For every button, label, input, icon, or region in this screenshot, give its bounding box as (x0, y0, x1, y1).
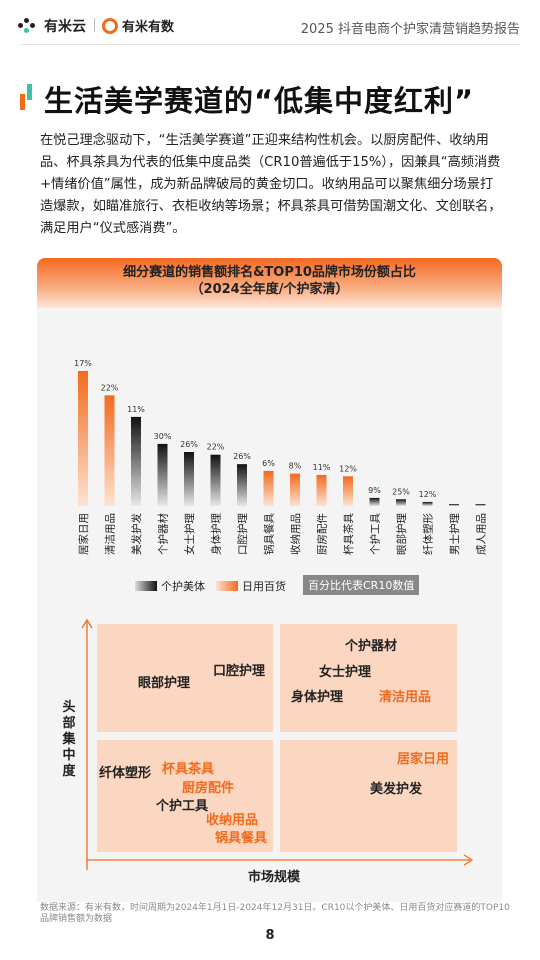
page-number: 8 (265, 928, 275, 943)
bar-chart: 17% 居家日用 22% 清洁用品 11% 美发护发 30% 个护器材 26% 女士护理 22% 身体… (74, 359, 488, 555)
cr10-label: 22% (101, 383, 119, 392)
page-header: 有米云 有米有数 2025 抖音电商个护家清营销趋势报告 (0, 0, 540, 50)
category-label: 锅具餐具 (263, 513, 276, 555)
category-label: 杯具茶具 (342, 513, 355, 555)
category-label: 男士护理 (448, 513, 461, 555)
title-accent-teal (27, 84, 32, 100)
cr10-label: 17% (74, 359, 92, 368)
category-label: 清洁用品 (104, 513, 117, 555)
cr10-label: 9% (368, 486, 381, 495)
intro-paragraph: 在悦己理念驱动下，“生活美学赛道”正迎来结构性机会。以厨房配件、收纳用品、杯具茶… (40, 133, 502, 236)
quad-item: 厨房配件 (182, 781, 235, 796)
bar-16 (475, 504, 486, 506)
category-label: 成人用品 (476, 513, 488, 555)
category-label: 纤体塑形 (422, 513, 435, 555)
legend-personal-care: 个护美体 (135, 578, 205, 594)
legend-label: 日用百货 (242, 580, 286, 593)
legend-daily-goods: 日用百货 (216, 578, 286, 594)
quad-item: 女士护理 (319, 665, 372, 680)
y-axis-label: 头部集中度 (62, 700, 76, 779)
logo2-text: 有米有数 (122, 20, 175, 35)
category-label: 收纳用品 (289, 513, 302, 555)
cr10-label: 26% (180, 440, 198, 449)
bar-4 (157, 443, 168, 506)
bar-7 (237, 464, 247, 506)
quad-item: 清洁用品 (379, 690, 432, 705)
quad-item: 个护工具 (156, 799, 209, 814)
cr10-label: 11% (313, 463, 331, 472)
source-note: 数据来源：有米有数，时间周期为2024年1月1日-2024年12月31日。CR1… (40, 903, 510, 924)
bar-11 (343, 476, 353, 506)
quad-item: 居家日用 (397, 752, 450, 767)
category-label: 美发护发 (130, 513, 143, 555)
bar-15 (449, 504, 459, 506)
bar-8 (263, 470, 274, 506)
youmi-cloud-logo: 有米云 (18, 16, 86, 36)
category-label: 身体护理 (210, 513, 223, 555)
bar-9 (290, 473, 300, 506)
quadrant-axes (81, 618, 474, 870)
report-title: 2025 抖音电商个护家清营销趋势报告 (300, 22, 520, 37)
category-label: 厨房配件 (316, 513, 329, 555)
bar-5 (184, 452, 194, 506)
quad-item: 纤体塑形 (99, 766, 152, 781)
quad-item: 美发护发 (370, 782, 423, 797)
quad-item: 收纳用品 (206, 813, 259, 828)
category-label: 口腔护理 (236, 513, 249, 555)
category-label: 个护工具 (369, 513, 382, 555)
legend-label: 个护美体 (161, 580, 205, 593)
quad-item: 个护器材 (345, 639, 398, 654)
x-axis-label: 市场规模 (248, 870, 301, 885)
cr10-label: 26% (233, 452, 251, 461)
legend-swatch-black (135, 581, 157, 591)
bar-2 (104, 395, 115, 506)
quadrant-top-left (97, 624, 273, 732)
chart-subtitle: （2024全年度/个护家清） (190, 282, 349, 297)
page-title: 生活美学赛道的“低集中度红利” (44, 84, 475, 118)
cr10-label: 11% (127, 405, 145, 414)
bar-14 (422, 501, 433, 506)
legend-note: 百分比代表CR10数值 (303, 575, 420, 595)
cr10-label: 8% (289, 462, 302, 471)
cr10-label: 12% (339, 464, 357, 473)
quadrant-bottom-right (280, 740, 457, 852)
y-axis-arrow-icon (81, 618, 93, 629)
category-label: 女士护理 (183, 513, 196, 555)
logo-divider (94, 18, 95, 32)
quad-item: 身体护理 (291, 690, 344, 705)
quad-item: 口腔护理 (213, 664, 266, 679)
bar-10 (316, 474, 327, 506)
category-label: 居家日用 (77, 513, 90, 555)
bar-12 (369, 497, 380, 506)
cr10-label: 25% (392, 487, 410, 496)
title-accent-orange (20, 94, 25, 110)
cr10-label: 12% (419, 490, 437, 499)
category-label: 个护器材 (157, 513, 170, 555)
youmi-data-logo: 有米有数 (102, 16, 174, 35)
quad-item: 眼部护理 (138, 676, 191, 691)
bar-13 (396, 499, 406, 506)
legend-swatch-orange (216, 581, 238, 591)
quadrant-top-right (280, 624, 457, 732)
youmi-logo-icon (18, 18, 40, 34)
category-label: 眼部护理 (395, 513, 408, 555)
quad-item: 杯具茶具 (162, 762, 215, 777)
cr10-label: 22% (207, 443, 225, 452)
chart-header (37, 258, 502, 308)
bar-1 (78, 371, 88, 506)
cr10-label: 6% (262, 459, 275, 468)
chart-title: 细分赛道的销售额排名&TOP10品牌市场份额占比 （2024全年度/个护家清） (37, 264, 502, 298)
logo1-text: 有米云 (44, 19, 86, 35)
quadrant-bottom-left (97, 740, 273, 852)
bar-3 (131, 416, 141, 506)
bar-6 (210, 454, 221, 506)
chart-title-main: 细分赛道的销售额排名&TOP10品牌市场份额占比 (123, 265, 416, 280)
x-axis-arrow-icon (463, 854, 474, 866)
youmi-data-logo-icon (102, 17, 118, 34)
header-divider (20, 44, 520, 45)
quad-item: 锅具餐具 (215, 831, 268, 846)
cr10-label: 30% (154, 432, 172, 441)
